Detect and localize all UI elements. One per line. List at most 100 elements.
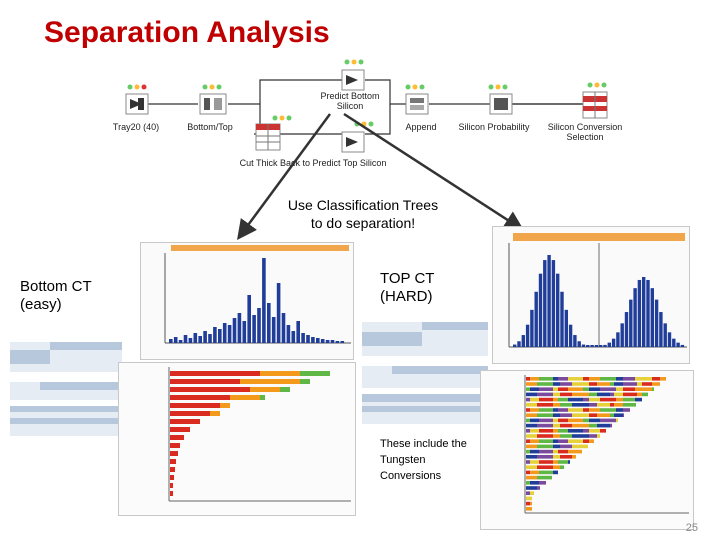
bottom-hist-bar xyxy=(276,283,281,343)
right-importance-segment xyxy=(539,429,553,433)
right-importance-segment xyxy=(558,387,568,391)
top-hist-bar xyxy=(525,324,530,347)
bottom-hist-bar xyxy=(208,334,212,343)
top-hist-bar xyxy=(560,291,564,347)
bottom-histogram xyxy=(164,245,351,344)
right-importance-segment xyxy=(553,397,558,402)
bottom-hist-bar xyxy=(222,323,227,343)
right-importance-segment xyxy=(583,397,589,402)
right-importance-segment xyxy=(560,434,572,438)
bottom-hist-bar xyxy=(311,337,315,343)
right-importance-segment xyxy=(597,413,610,417)
right-importance-segment xyxy=(530,449,539,454)
node-tray[interactable] xyxy=(125,84,149,115)
right-importance-segment xyxy=(530,408,539,412)
right-importance-segment xyxy=(526,387,530,391)
right-importance-segment xyxy=(623,397,635,402)
right-importance-segment xyxy=(568,460,570,464)
right-importance-segment xyxy=(553,418,558,423)
bottom-importance-chart xyxy=(118,362,356,516)
right-importance-segment xyxy=(614,413,623,417)
right-importance-segment xyxy=(589,429,600,433)
right-importance-segment xyxy=(583,387,589,391)
right-importance-segment xyxy=(652,382,660,386)
right-importance-segment xyxy=(537,475,552,480)
bottom-stats-graphic xyxy=(10,342,122,436)
right-importance-segment xyxy=(526,496,532,501)
right-importance-segment xyxy=(597,382,610,386)
right-importance-segment xyxy=(537,403,553,407)
right-importance-segment xyxy=(560,444,572,449)
left-importance-segment xyxy=(170,403,220,408)
right-importance-segment xyxy=(558,429,568,433)
right-importance-segment xyxy=(583,408,589,412)
right-importance-segment xyxy=(553,434,560,438)
right-importance-segment xyxy=(537,413,553,417)
top-histogram-panel xyxy=(492,226,690,364)
right-importance-segment xyxy=(526,507,532,511)
right-importance-segment xyxy=(558,397,568,402)
right-importance-segment xyxy=(637,382,642,386)
right-importance-segment xyxy=(526,377,530,381)
right-importance-segment xyxy=(530,460,539,464)
right-importance-segment xyxy=(568,429,583,433)
right-importance-segment xyxy=(589,377,600,381)
right-importance-segment xyxy=(553,377,558,381)
left-importance-segment xyxy=(170,411,210,416)
right-importance-segment xyxy=(558,449,568,454)
right-importance-segment xyxy=(560,455,572,459)
right-importance-segment xyxy=(539,418,553,423)
right-importance-segment xyxy=(652,377,660,381)
right-importance-segment xyxy=(589,408,600,412)
bottom-hist-bar xyxy=(267,303,271,343)
top-hist-bar xyxy=(513,344,517,347)
right-importance-segment xyxy=(553,439,558,443)
right-importance-segment xyxy=(642,392,648,397)
bottom-hist-bar xyxy=(271,317,276,343)
top-hist-bar xyxy=(607,342,611,347)
right-importance-segment xyxy=(597,434,600,438)
node-silicon-conversion[interactable] xyxy=(582,82,608,119)
node-cut-thick-back[interactable] xyxy=(255,115,292,151)
right-importance-segment xyxy=(537,486,540,490)
right-importance-segment xyxy=(597,392,610,397)
right-importance-segment xyxy=(614,392,623,397)
bottom-hist-bar xyxy=(286,325,291,343)
right-importance-segment xyxy=(558,377,568,381)
node-silicon-probability[interactable] xyxy=(488,84,513,115)
left-importance-segment xyxy=(170,475,174,480)
right-importance-segment xyxy=(530,418,539,423)
right-importance-segment xyxy=(623,413,624,417)
top-hist-bar xyxy=(556,273,560,347)
right-importance-segment xyxy=(537,465,553,469)
top-stats-tables xyxy=(362,320,488,428)
top-histogram xyxy=(508,233,687,348)
right-importance-segment xyxy=(560,465,564,469)
node-label-tray: Tray20 (40) xyxy=(112,122,160,132)
node-predict-top[interactable] xyxy=(341,121,374,153)
bottom-hist-bar xyxy=(237,313,242,343)
right-importance-segment xyxy=(572,403,589,407)
bottom-hist-bar xyxy=(193,333,198,343)
top-hist-bar xyxy=(547,255,551,347)
right-importance-segment xyxy=(530,481,539,485)
right-importance-segment xyxy=(539,397,553,402)
right-importance-segment xyxy=(526,382,537,386)
node-append[interactable] xyxy=(405,84,429,115)
right-importance-segment xyxy=(537,392,553,397)
top-hist-bar xyxy=(594,345,599,347)
left-importance-segment xyxy=(170,427,190,432)
right-importance-segment xyxy=(526,429,530,433)
node-bottom-top[interactable] xyxy=(199,84,227,115)
workflow-diagram xyxy=(125,59,608,153)
right-importance-segment xyxy=(537,382,553,386)
top-hist-bar xyxy=(611,338,616,347)
bottom-hist-bar xyxy=(320,339,325,343)
top-hist-bar xyxy=(586,345,590,347)
right-importance-segment xyxy=(558,418,568,423)
node-predict-bottom[interactable] xyxy=(341,59,365,91)
bottom-hist-bar xyxy=(213,327,217,343)
top-hist-bar xyxy=(603,344,607,347)
left-importance-segment xyxy=(240,379,300,384)
